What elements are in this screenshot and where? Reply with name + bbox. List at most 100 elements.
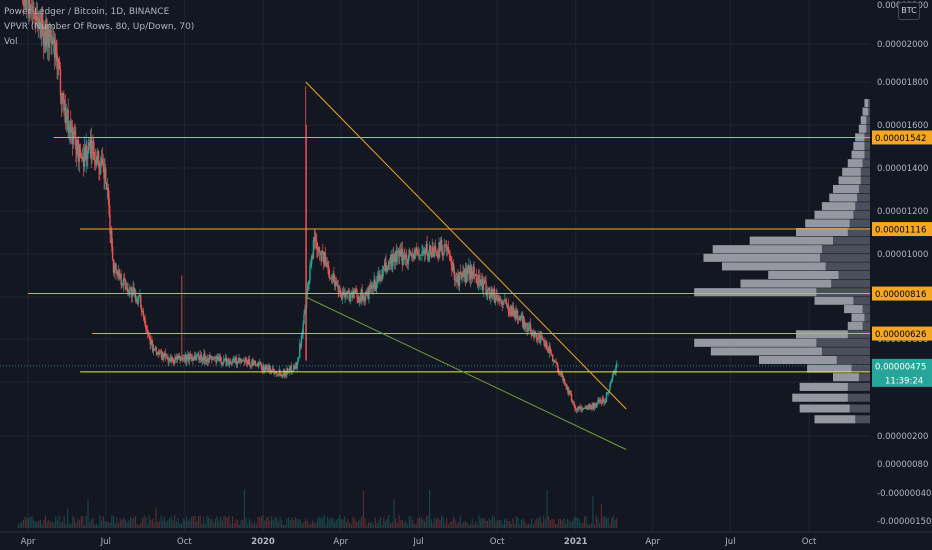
volume-bar [97, 524, 99, 528]
volume-bar [165, 521, 167, 528]
candle-body [603, 399, 605, 403]
volume-bar [367, 522, 370, 528]
candle-body [162, 352, 164, 359]
volume-bar [191, 516, 193, 528]
volume-profile-row-up [862, 107, 869, 116]
candle-body [339, 290, 341, 295]
volume-indicator-label[interactable]: Vol [4, 37, 18, 47]
volume-bar [298, 519, 300, 528]
symbol-title[interactable]: Power Ledger / Bitcoin, 1D, BINANCE [4, 7, 170, 17]
volume-bar [345, 521, 347, 528]
volume-bar [480, 518, 482, 528]
volume-bar [582, 522, 584, 528]
currency-badge[interactable]: BTC [898, 2, 920, 20]
candle-body [403, 255, 405, 260]
candle-body [106, 187, 109, 190]
volume-bar [614, 519, 616, 528]
candle-body [312, 239, 315, 258]
candle-body [322, 251, 325, 264]
candle-body [370, 284, 373, 289]
volume-bar [486, 520, 489, 528]
volume-bar [211, 518, 213, 528]
candle-body [143, 315, 145, 319]
candle-body [152, 348, 155, 352]
candle-body [96, 151, 98, 162]
candle-body [164, 352, 166, 356]
volume-bar [544, 518, 546, 528]
volume-bar [184, 520, 186, 528]
volume-bar [339, 515, 341, 528]
volume-bar [556, 524, 558, 528]
candle-body [387, 261, 390, 267]
candle-body [122, 283, 124, 286]
volume-bar [228, 515, 230, 528]
candle-body [335, 280, 338, 286]
candle-body [407, 258, 409, 265]
candle-body [282, 370, 285, 376]
candle-body [421, 252, 423, 255]
candle-body [559, 374, 562, 375]
price-tick-label: 0.00001200 [877, 207, 928, 217]
candle-body [572, 402, 574, 403]
trendlines [305, 81, 627, 450]
candle-body [289, 365, 292, 369]
candle-body [534, 331, 537, 334]
candle-body [315, 241, 317, 243]
candle-body [446, 246, 449, 251]
candle-body [607, 391, 609, 393]
candle-body [615, 366, 617, 374]
volume-bar [485, 520, 487, 528]
candle-body [285, 373, 287, 376]
vpvr-indicator-label[interactable]: VPVR (Number Of Rows, 80, Up/Down, 70) [4, 22, 195, 32]
volume-bar [520, 519, 523, 528]
candle-body [569, 390, 571, 394]
volume-bar [401, 519, 404, 528]
candle-body [276, 373, 279, 376]
candle-body [260, 363, 262, 368]
volume-bar [459, 515, 461, 528]
volume-bar [335, 519, 337, 528]
volume-bar [568, 520, 570, 528]
volume-bar [104, 520, 106, 528]
candle-body [499, 298, 501, 301]
candle-body [170, 357, 173, 361]
candle-body [71, 126, 74, 145]
candle-body [465, 268, 468, 283]
price-tick-label: 0.00000200 [877, 432, 928, 442]
candle-body [345, 293, 347, 295]
candle-body [299, 344, 302, 347]
candle-body [467, 268, 469, 275]
candle-body [40, 26, 42, 38]
volume-bar [296, 518, 298, 528]
candle-body [258, 362, 261, 364]
volume-bar [354, 518, 356, 528]
candle-body [449, 254, 451, 258]
candle-body [24, 0, 27, 10]
candle-body [321, 251, 323, 261]
candle-body [539, 335, 541, 343]
candle-body [451, 260, 453, 271]
candle-body [140, 306, 143, 313]
volume-bar [320, 518, 322, 528]
volume-bar [378, 520, 380, 528]
candle-body [529, 323, 532, 332]
volume-bar [350, 524, 353, 528]
candle-body [190, 356, 192, 359]
volume-bar [599, 523, 601, 528]
candle-body [354, 289, 356, 294]
candle-body [25, 0, 27, 10]
candle-body [29, 0, 31, 15]
volume-bar [223, 516, 225, 528]
candle-body [515, 310, 517, 319]
candle-body [319, 252, 321, 254]
volume-bar [140, 523, 142, 528]
candle-body [399, 250, 401, 257]
candle-body [593, 403, 596, 409]
volume-bar [87, 498, 89, 528]
candle-body [492, 295, 494, 297]
candle-body [457, 274, 459, 282]
candle-body [119, 273, 121, 279]
candle-body [85, 145, 87, 161]
candle-body [84, 148, 86, 161]
